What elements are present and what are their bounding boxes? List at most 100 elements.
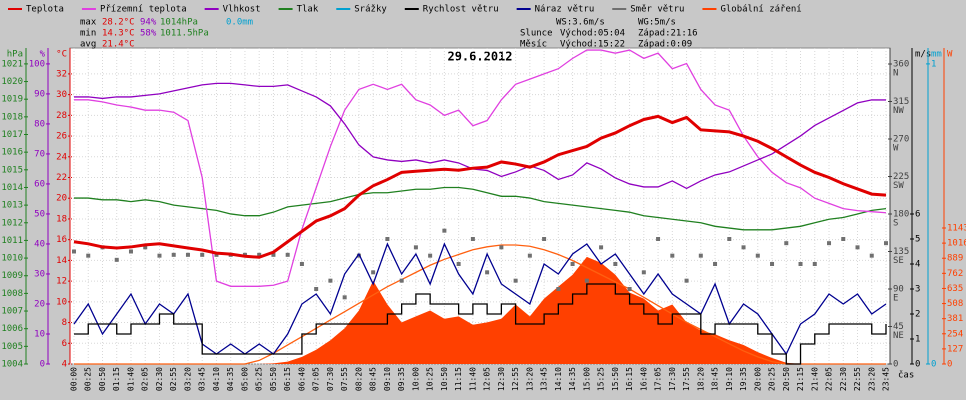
legend-label: Rychlost větru [423,5,499,15]
legend-label: Směr větru [630,5,684,15]
point [527,253,532,258]
area [74,256,886,364]
x-tick-label: 02:55 [169,367,178,391]
x-tick-label: 18:45 [711,367,720,391]
y-tick-label: 14 [56,256,67,266]
y-tick-label: 5 [915,235,920,245]
point [770,262,775,266]
y-tick-label: 70 [34,149,45,159]
x-tick-label: 15:50 [611,367,620,391]
legend-label: Globální záření [720,5,801,15]
x-tick-label: 03:20 [183,367,192,391]
stat: Západ:21:16 [638,29,698,39]
point [727,237,732,241]
y-tick-label: 270 [893,135,909,145]
x-tick-label: 09:35 [397,367,406,391]
axis-label: W [947,50,953,60]
point [755,253,760,258]
point [285,252,290,257]
x-tick-label: 20:00 [753,367,762,391]
stat: Východ:15:22 [560,40,625,50]
y-tick-label: 381 [947,314,963,324]
point [356,253,361,258]
point [200,252,205,257]
x-tick-label: 10:00 [411,367,420,391]
x-tick-label: 06:15 [283,367,292,391]
legend-label: Přízemní teplota [100,5,187,15]
x-tick-label: 16:40 [639,367,648,391]
stat: Západ:0:09 [638,40,692,50]
y-tick-label: 1008 [1,289,23,299]
stat: 94% [140,18,157,28]
y-tick-label: 635 [947,284,963,294]
y-tick-label: 18 [56,214,67,224]
point [399,278,404,283]
y-tick-label: 1011 [1,236,23,246]
y-tick-label: 32 [56,69,67,79]
point [470,237,475,241]
y-tick-label: 40 [34,239,45,249]
stat: WG:5m/s [638,18,676,28]
point [812,262,817,266]
point [128,249,133,254]
y-tick-label: 1017 [1,130,23,140]
x-tick-label: 07:30 [326,367,335,391]
stat-label: max [80,18,97,28]
x-tick-label: 21:40 [810,367,819,391]
x-tick-label: 04:35 [226,367,235,391]
stat-label: avg [80,40,96,50]
point [570,262,575,266]
legend-label: Srážky [354,5,387,15]
y-tick-label: 135 [893,247,909,257]
x-tick-label: 17:05 [654,367,663,391]
y-tick-label: 50 [34,209,45,219]
point [328,278,333,283]
y-tick-label: 1019 [1,95,23,105]
y-tick-label: 20 [34,299,45,309]
x-tick-label: 00:50 [98,367,107,391]
stat: WS:3.6m/s [556,18,605,28]
axis-label: °C [56,50,67,60]
y-tick-label: 1 [915,335,920,345]
x-tick-label: 10:25 [426,367,435,391]
y-tick-label: 90 [34,89,45,99]
point [314,287,319,291]
y-tick-label: 100 [29,59,45,69]
x-tick-label: 05:50 [269,367,278,391]
x-tick-label: 05:25 [255,367,264,391]
point [641,270,646,275]
y-tick-label: 180 [893,210,909,220]
point [214,252,219,257]
x-tick-label: 09:10 [383,367,392,391]
point [584,278,589,283]
point [613,262,618,266]
point [656,237,661,241]
x-tick-label: 10:50 [440,367,449,391]
point [684,278,689,283]
point [841,237,846,241]
y-tick-label: 22 [56,173,67,183]
x-tick-label: 00:25 [84,367,93,391]
x-tick-label: 14:10 [554,367,563,391]
axis-label: m/s [915,50,931,60]
line [73,114,887,259]
point [72,249,76,254]
y-tick-label: 889 [947,254,963,264]
direction-label: N [893,69,898,79]
y-tick-label: 6 [915,210,920,220]
point [143,245,148,250]
stat: 21.4°C [102,40,135,50]
y-tick-label: 1015 [1,165,23,175]
x-tick-label: 18:20 [696,367,705,391]
y-tick-label: 45 [893,322,904,332]
point [627,287,632,291]
stat: 1011.5hPa [160,29,209,39]
line [74,49,887,287]
point [485,270,490,275]
point [599,245,604,250]
y-tick-label: 315 [893,97,909,107]
legend-label: Náraz větru [535,5,595,15]
point [513,278,518,283]
y-tick-label: 24 [56,152,67,162]
